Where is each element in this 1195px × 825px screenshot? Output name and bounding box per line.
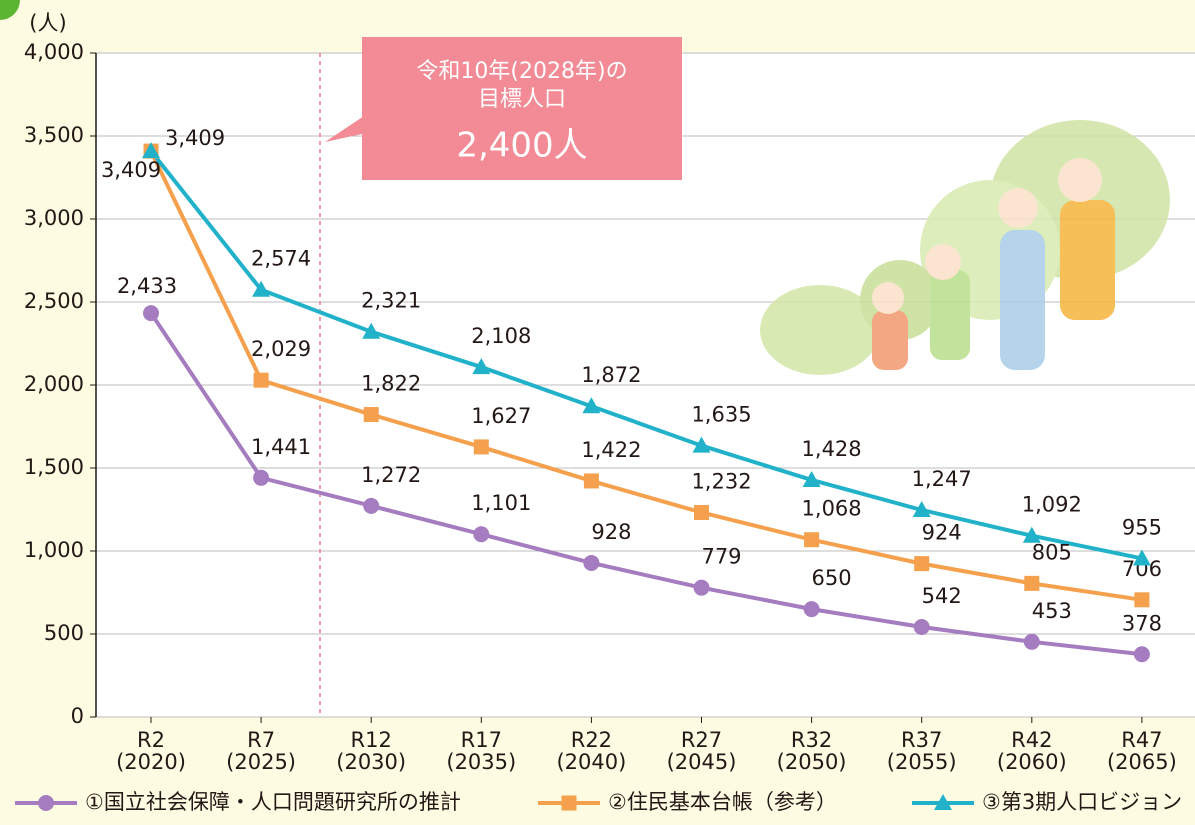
y-tick-label: 2,500 bbox=[24, 289, 84, 313]
data-label: 2,108 bbox=[471, 324, 531, 348]
data-label: 955 bbox=[1122, 515, 1162, 539]
x-tick-label: R42 bbox=[1011, 728, 1052, 752]
y-tick-label: 2,000 bbox=[24, 372, 84, 396]
y-tick-label: 4,000 bbox=[24, 40, 84, 64]
data-label: 1,068 bbox=[802, 497, 862, 521]
marker bbox=[914, 556, 929, 571]
marker bbox=[804, 532, 819, 547]
y-tick-label: 3,500 bbox=[24, 123, 84, 147]
data-label: 2,574 bbox=[251, 247, 311, 271]
y-tick-label: 3,000 bbox=[24, 206, 84, 230]
data-label: 2,321 bbox=[361, 289, 421, 313]
chart: 令和10年(2028年)の 目標人口 2,400人 (人) 0 500 1,000 1… bbox=[0, 0, 1195, 825]
legend-label: ③第3期人口ビジョン bbox=[982, 790, 1182, 814]
marker bbox=[562, 796, 577, 811]
x-tick-label: (2050) bbox=[777, 750, 847, 774]
marker bbox=[804, 601, 820, 617]
x-tick-label: (2065) bbox=[1107, 750, 1177, 774]
x-tick-label: (2055) bbox=[887, 750, 957, 774]
annotation: 令和10年(2028年)の 目標人口 2,400人 bbox=[325, 37, 682, 180]
x-tick-label: (2035) bbox=[446, 750, 516, 774]
annotation-value: 2,400人 bbox=[456, 126, 587, 166]
x-tick-label: R47 bbox=[1121, 728, 1162, 752]
marker bbox=[914, 619, 930, 635]
data-label: 453 bbox=[1032, 599, 1072, 623]
legend-item: ③第3期人口ビジョン bbox=[912, 790, 1182, 814]
page: {"chart_data":{"type":"line","y_unit":"(… bbox=[0, 0, 1195, 825]
marker bbox=[694, 505, 709, 520]
x-tick-label: (2025) bbox=[226, 750, 296, 774]
marker bbox=[38, 795, 54, 811]
marker bbox=[474, 439, 489, 454]
data-label: 1,232 bbox=[691, 469, 751, 493]
marker bbox=[254, 373, 269, 388]
legend-label: ②住民基本台帳（参考） bbox=[608, 790, 837, 814]
y-tick-label: 0 bbox=[71, 704, 84, 728]
marker bbox=[1134, 592, 1149, 607]
marker bbox=[363, 498, 379, 514]
y-tick-label: 1,000 bbox=[24, 538, 84, 562]
y-tick-label: 500 bbox=[44, 621, 84, 645]
x-tick-label: R32 bbox=[791, 728, 832, 752]
x-tick-label: R17 bbox=[461, 728, 502, 752]
data-label: 650 bbox=[812, 566, 852, 590]
marker bbox=[1024, 576, 1039, 591]
marker bbox=[583, 555, 599, 571]
x-tick-label: (2045) bbox=[667, 750, 737, 774]
data-label: 924 bbox=[922, 521, 962, 545]
data-label: 1,247 bbox=[912, 467, 972, 491]
data-label: 805 bbox=[1032, 540, 1072, 564]
data-label: 1,822 bbox=[361, 372, 421, 396]
data-label: 542 bbox=[922, 584, 962, 608]
data-label: 1,428 bbox=[802, 437, 862, 461]
annotation-text: 令和10年(2028年)の bbox=[416, 59, 627, 84]
data-label: 779 bbox=[701, 545, 741, 569]
badge bbox=[0, 0, 20, 20]
legend-item: ②住民基本台帳（参考） bbox=[538, 790, 837, 814]
marker bbox=[1024, 634, 1040, 650]
data-label: 1,092 bbox=[1022, 493, 1082, 517]
legend-item: ①国立社会保障・人口問題研究所の推計 bbox=[15, 790, 461, 814]
x-tick-label: (2060) bbox=[997, 750, 1067, 774]
data-label: 1,635 bbox=[691, 403, 751, 427]
x-tick-label: R27 bbox=[681, 728, 722, 752]
marker bbox=[584, 473, 599, 488]
data-label: 928 bbox=[591, 520, 631, 544]
data-label: 2,029 bbox=[251, 337, 311, 361]
x-tick-label: (2020) bbox=[116, 750, 186, 774]
x-tick-label: R22 bbox=[571, 728, 612, 752]
x-tick-label: (2030) bbox=[336, 750, 406, 774]
marker bbox=[253, 470, 269, 486]
data-label: 1,272 bbox=[361, 463, 421, 487]
data-label: 1,101 bbox=[471, 491, 531, 515]
data-label: 2,433 bbox=[117, 274, 177, 298]
data-label: 3,409 bbox=[165, 126, 225, 150]
x-tick-label: R2 bbox=[137, 728, 165, 752]
data-label: 1,441 bbox=[251, 435, 311, 459]
data-label: 3,409 bbox=[101, 158, 161, 182]
marker bbox=[1134, 646, 1150, 662]
data-label: 1,422 bbox=[581, 438, 641, 462]
marker bbox=[364, 407, 379, 422]
x-tick-label: (2040) bbox=[556, 750, 626, 774]
x-tick-label: R12 bbox=[351, 728, 392, 752]
x-tick-label: R7 bbox=[247, 728, 275, 752]
data-label: 1,872 bbox=[581, 363, 641, 387]
y-tick-label: 1,500 bbox=[24, 455, 84, 479]
marker bbox=[473, 526, 489, 542]
data-label: 1,627 bbox=[471, 404, 531, 428]
data-label: 378 bbox=[1122, 611, 1162, 635]
annotation-text: 目標人口 bbox=[478, 87, 566, 112]
y-unit: (人) bbox=[29, 11, 66, 35]
marker bbox=[143, 305, 159, 321]
x-tick-label: R37 bbox=[901, 728, 942, 752]
marker bbox=[694, 580, 710, 596]
legend-label: ①国立社会保障・人口問題研究所の推計 bbox=[85, 790, 461, 814]
